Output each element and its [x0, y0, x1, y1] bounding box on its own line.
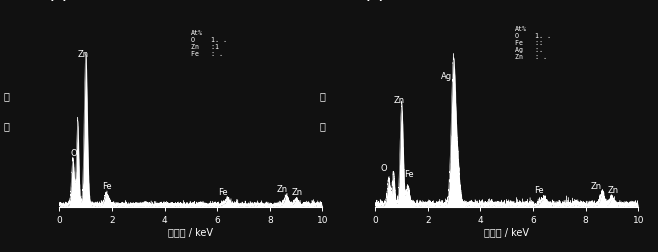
Text: At%
O    1. .
Fe   ::
Ag   :.
Zn   : .: At% O 1. . Fe :: Ag :. Zn : . — [515, 26, 551, 60]
Text: At%
O    1. .
Zn   :1
Fe   : .: At% O 1. . Zn :1 Fe : . — [191, 30, 227, 57]
Text: 计: 计 — [319, 91, 325, 101]
Text: Zn: Zn — [276, 185, 288, 194]
Text: Fe: Fe — [218, 188, 228, 197]
Text: Fe: Fe — [404, 170, 414, 179]
Text: 计: 计 — [3, 91, 9, 101]
Text: (a): (a) — [49, 0, 67, 3]
Text: Zn: Zn — [394, 97, 405, 105]
Text: Zn: Zn — [291, 188, 303, 197]
Text: 数: 数 — [3, 121, 9, 131]
X-axis label: 结合能 / keV: 结合能 / keV — [484, 228, 529, 237]
X-axis label: 结合能 / keV: 结合能 / keV — [168, 228, 213, 237]
Text: Fe: Fe — [102, 182, 111, 191]
Text: Zn: Zn — [78, 50, 89, 59]
Text: 数: 数 — [319, 121, 325, 131]
Text: (b): (b) — [365, 0, 384, 3]
Text: O: O — [70, 149, 77, 158]
Text: O: O — [380, 164, 387, 173]
Text: Ag: Ag — [441, 72, 452, 81]
Text: Zn: Zn — [607, 186, 619, 195]
Text: Zn: Zn — [591, 182, 602, 191]
Text: Fe: Fe — [534, 186, 544, 195]
